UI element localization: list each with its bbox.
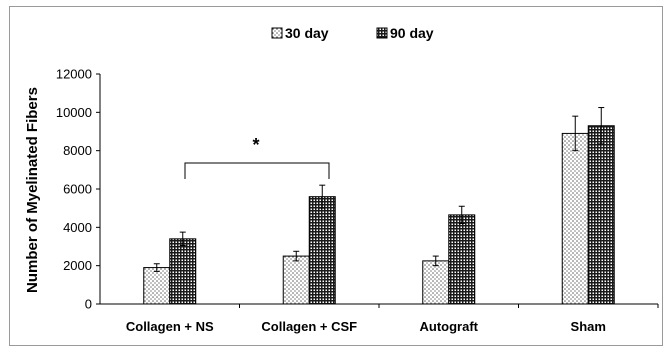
bar-90-day-0 bbox=[169, 238, 197, 305]
bar-30-day-1 bbox=[282, 255, 310, 305]
legend-swatch-30-day bbox=[271, 27, 283, 39]
legend: 30 day 90 day bbox=[271, 25, 434, 41]
bar-90-day-2 bbox=[448, 214, 476, 305]
y-tick-label: 12000 bbox=[56, 67, 92, 82]
y-tick-label: 6000 bbox=[63, 182, 92, 197]
y-tick-label: 8000 bbox=[63, 143, 92, 158]
legend-label-90-day: 90 day bbox=[390, 25, 434, 41]
significance-marker: * bbox=[252, 135, 259, 155]
significance-bracket-line bbox=[184, 162, 330, 179]
bar-30-day-2 bbox=[422, 260, 450, 305]
y-tick-label: 2000 bbox=[63, 258, 92, 273]
x-category-label: Autograft bbox=[420, 319, 479, 334]
bar-30-day-3 bbox=[561, 132, 589, 305]
bars bbox=[143, 107, 615, 305]
x-category-label: Collagen + NS bbox=[126, 319, 214, 334]
bar-90-day-1 bbox=[308, 196, 336, 305]
chart-frame bbox=[9, 6, 663, 346]
legend-swatch-90-day bbox=[376, 27, 388, 39]
x-labels: Collagen + NS Collagen + CSF Autograft Sham bbox=[126, 304, 659, 334]
y-axis-title: Number of Myelinated Fibers bbox=[24, 87, 41, 293]
bar-90-day-3 bbox=[587, 125, 615, 305]
significance-bracket: * bbox=[184, 135, 330, 179]
x-category-label: Collagen + CSF bbox=[261, 319, 357, 334]
y-tick-label: 10000 bbox=[56, 105, 92, 120]
legend-label-30-day: 30 day bbox=[285, 25, 329, 41]
y-tick-label: 4000 bbox=[63, 220, 92, 235]
x-category-label: Sham bbox=[571, 319, 606, 334]
bar-30-day-0 bbox=[143, 267, 171, 305]
y-tick-label: 0 bbox=[85, 297, 92, 312]
y-ticks: 0 2000 4000 6000 8000 10000 12000 bbox=[56, 67, 100, 312]
